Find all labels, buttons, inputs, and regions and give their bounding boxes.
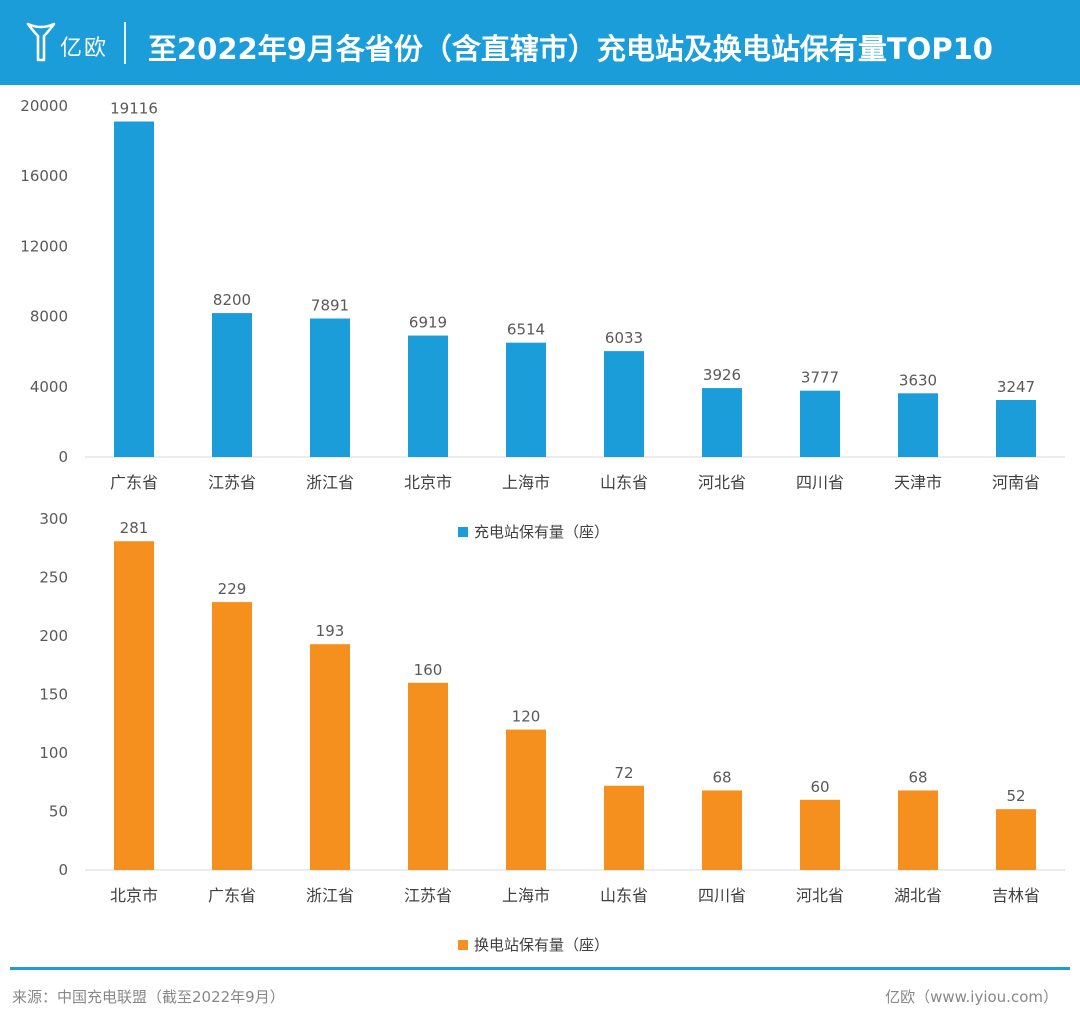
- swap-data-label: 229: [218, 580, 247, 598]
- credit-note: 亿欧（www.iyiou.com）: [885, 988, 1058, 1006]
- swap-ytick-label: 0: [58, 861, 68, 879]
- source-note: 来源：中国充电联盟（截至2022年9月）: [12, 988, 285, 1006]
- charging-legend-label: 充电站保有量（座）: [474, 523, 609, 541]
- charging-category-label: 江苏省: [208, 473, 256, 492]
- swap-category-label: 江苏省: [404, 886, 452, 905]
- swap-category-label: 上海市: [502, 886, 550, 905]
- charging-station-chart: 0 4000 8000 12000 16000 20000 19116 广东省 8200 江苏省 7…: [20, 97, 1065, 541]
- swap-bar: [604, 785, 644, 870]
- swap-bar: [702, 790, 742, 870]
- swap-legend-swatch: [458, 940, 468, 950]
- swap-bar: [996, 809, 1036, 870]
- swap-category-label: 北京市: [110, 886, 158, 905]
- charging-bar: [408, 335, 448, 457]
- charging-data-label: 3247: [997, 378, 1035, 396]
- charging-category-label: 北京市: [404, 473, 452, 492]
- charging-bar: [212, 313, 252, 457]
- swap-ytick-label: 100: [39, 744, 68, 762]
- charging-category-label: 四川省: [796, 473, 844, 492]
- swap-data-label: 60: [810, 778, 829, 796]
- charging-bar: [506, 342, 546, 457]
- swap-category-label: 吉林省: [992, 886, 1040, 905]
- header-banner: 亿欧 至2022年9月各省份（含直辖市）充电站及换电站保有量TOP10: [0, 0, 1080, 85]
- charging-ytick-label: 0: [58, 448, 68, 466]
- swap-category-label: 湖北省: [894, 886, 942, 905]
- swap-bar: [114, 541, 154, 870]
- swap-category-label: 山东省: [600, 886, 648, 905]
- swap-data-label: 160: [414, 661, 443, 679]
- charging-category-label: 浙江省: [306, 473, 354, 492]
- charging-ytick-label: 20000: [20, 97, 68, 115]
- swap-data-label: 281: [120, 519, 149, 537]
- charging-data-label: 3630: [899, 371, 937, 389]
- header-divider: [124, 22, 126, 64]
- swap-ytick-label: 150: [39, 686, 68, 704]
- charging-data-label: 6919: [409, 314, 447, 332]
- charging-data-label: 6033: [605, 329, 643, 347]
- charging-data-label: 7891: [311, 297, 349, 315]
- swap-station-chart: 0 50 100 150 200 250 300 281 北京市 229 广东省 193 浙江省 160 江…: [39, 510, 1065, 954]
- swap-data-label: 120: [512, 708, 541, 726]
- swap-bar: [898, 790, 938, 870]
- charging-bar: [702, 388, 742, 457]
- swap-legend-label: 换电站保有量（座）: [474, 936, 609, 954]
- swap-category-label: 河北省: [796, 886, 844, 905]
- swap-ytick-label: 200: [39, 627, 68, 645]
- charging-data-label: 8200: [213, 291, 251, 309]
- swap-data-label: 193: [316, 622, 345, 640]
- charging-data-label: 3926: [703, 366, 741, 384]
- swap-category-label: 广东省: [208, 886, 256, 905]
- page-title: 至2022年9月各省份（含直辖市）充电站及换电站保有量TOP10: [148, 32, 993, 66]
- charging-bar: [114, 121, 154, 458]
- charging-legend-swatch: [458, 527, 468, 537]
- swap-data-label: 68: [908, 768, 927, 786]
- swap-data-label: 72: [614, 764, 633, 782]
- swap-data-label: 52: [1006, 787, 1025, 805]
- swap-ytick-label: 250: [39, 569, 68, 587]
- charging-data-label: 19116: [110, 100, 158, 118]
- swap-ytick-label: 50: [49, 803, 68, 821]
- charging-ytick-label: 16000: [20, 167, 68, 185]
- charging-category-label: 广东省: [110, 473, 158, 492]
- charging-bar: [996, 400, 1036, 457]
- charging-data-label: 6514: [507, 321, 545, 339]
- swap-category-label: 浙江省: [306, 886, 354, 905]
- swap-data-label: 68: [712, 768, 731, 786]
- logo-icon: [26, 22, 56, 62]
- swap-bar: [800, 799, 840, 870]
- swap-bar: [506, 729, 546, 870]
- charging-category-label: 天津市: [894, 473, 942, 492]
- footer-divider: [10, 967, 1070, 970]
- charging-category-label: 河南省: [992, 473, 1040, 492]
- charging-bar: [800, 390, 840, 457]
- charging-category-label: 上海市: [502, 473, 550, 492]
- charging-ytick-label: 8000: [30, 308, 68, 326]
- swap-bar: [408, 682, 448, 870]
- swap-bar: [212, 602, 252, 870]
- charging-bar: [604, 351, 644, 457]
- logo-text: 亿欧: [60, 36, 109, 61]
- swap-ytick-label: 300: [39, 510, 68, 528]
- swap-bar: [310, 644, 350, 870]
- charging-category-label: 河北省: [698, 473, 746, 492]
- charging-ytick-label: 4000: [30, 378, 68, 396]
- charging-bar: [898, 393, 938, 457]
- charging-ytick-label: 12000: [20, 237, 68, 255]
- charging-bar: [310, 318, 350, 457]
- charging-data-label: 3777: [801, 369, 839, 387]
- charging-category-label: 山东省: [600, 473, 648, 492]
- swap-category-label: 四川省: [698, 886, 746, 905]
